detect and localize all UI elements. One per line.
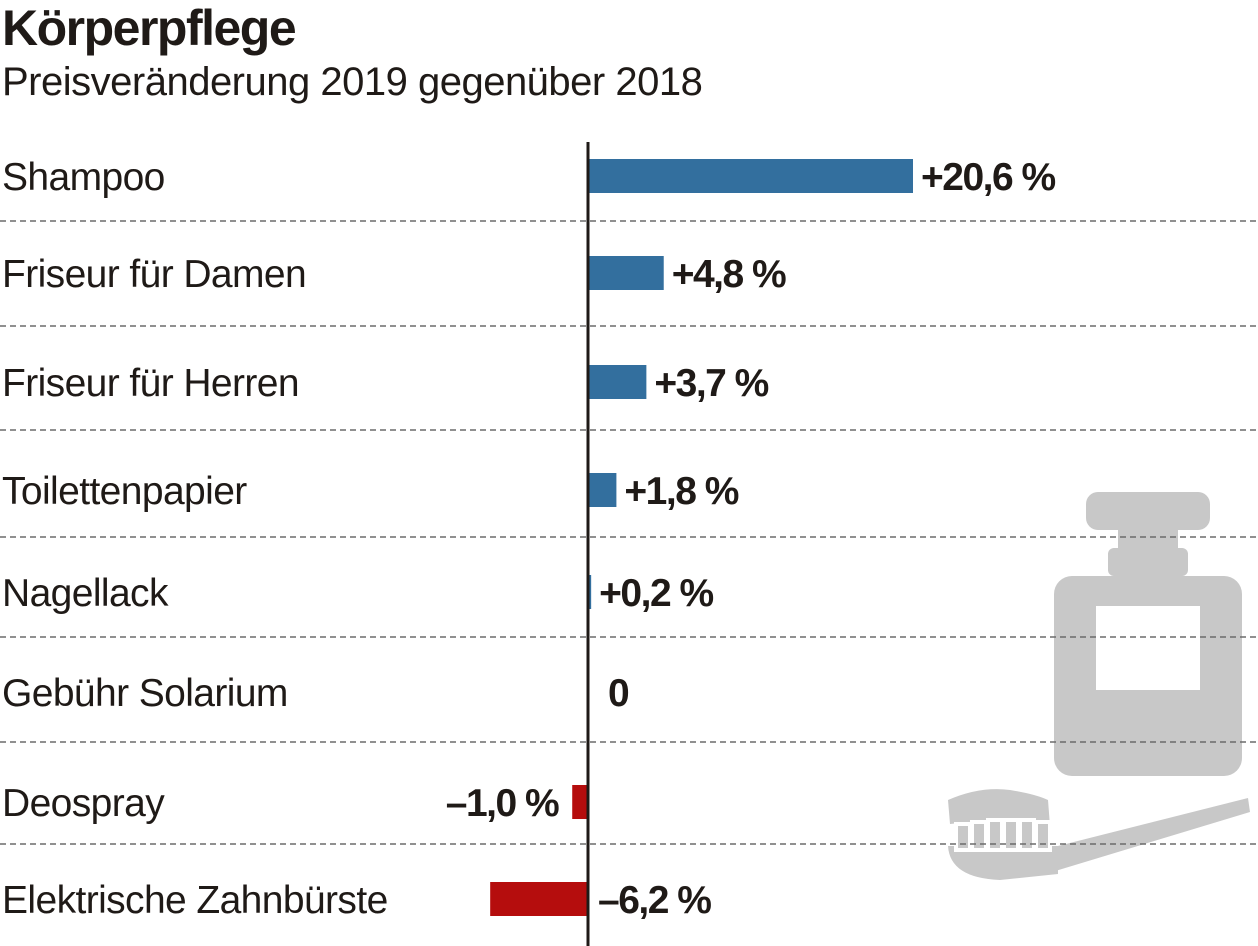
- bar-toilettenpapier: [588, 473, 617, 507]
- value-label-nagellack: +0,2 %: [599, 572, 713, 615]
- chart-title: Körperpflege: [2, 0, 297, 56]
- value-label-friseur-für-herren: +3,7 %: [654, 362, 768, 405]
- category-label-shampoo: Shampoo: [2, 156, 165, 199]
- bar-friseur-für-damen: [588, 256, 664, 290]
- value-labels: +20,6 % +4,8 % +3,7 % +1,8 % +0,2 % 0 –1,0 % –6…: [446, 156, 1057, 922]
- toothbrush-icon: [948, 789, 1250, 880]
- value-label-deospray: –1,0 %: [446, 782, 559, 825]
- value-label-toilettenpapier: +1,8 %: [624, 470, 738, 513]
- perfume-bottle-icon: [1054, 492, 1242, 776]
- bar-friseur-für-herren: [588, 365, 647, 399]
- bar-nagellack: [588, 575, 592, 609]
- category-label-friseur-für-damen: Friseur für Damen: [2, 253, 306, 296]
- bars: [490, 159, 913, 916]
- category-label-elektrische-zahnbürste: Elektrische Zahnbürste: [2, 879, 388, 922]
- category-label-deospray: Deospray: [2, 782, 165, 825]
- value-label-gebühr-solarium: 0: [608, 672, 629, 715]
- category-label-friseur-für-herren: Friseur für Herren: [2, 362, 299, 405]
- bar-deospray: [572, 785, 588, 819]
- chart-subtitle: Preisveränderung 2019 gegenüber 2018: [2, 60, 703, 104]
- value-label-friseur-für-damen: +4,8 %: [672, 253, 786, 296]
- category-label-gebühr-solarium: Gebühr Solarium: [2, 672, 288, 715]
- category-labels: Shampoo Friseur für Damen Friseur für Herr…: [2, 156, 388, 922]
- bar-elektrische-zahnbürste: [490, 882, 588, 916]
- category-label-toilettenpapier: Toilettenpapier: [2, 470, 247, 513]
- value-label-shampoo: +20,6 %: [921, 156, 1056, 199]
- bar-shampoo: [588, 159, 913, 193]
- value-label-elektrische-zahnbürste: –6,2 %: [598, 879, 711, 922]
- category-label-nagellack: Nagellack: [2, 572, 169, 615]
